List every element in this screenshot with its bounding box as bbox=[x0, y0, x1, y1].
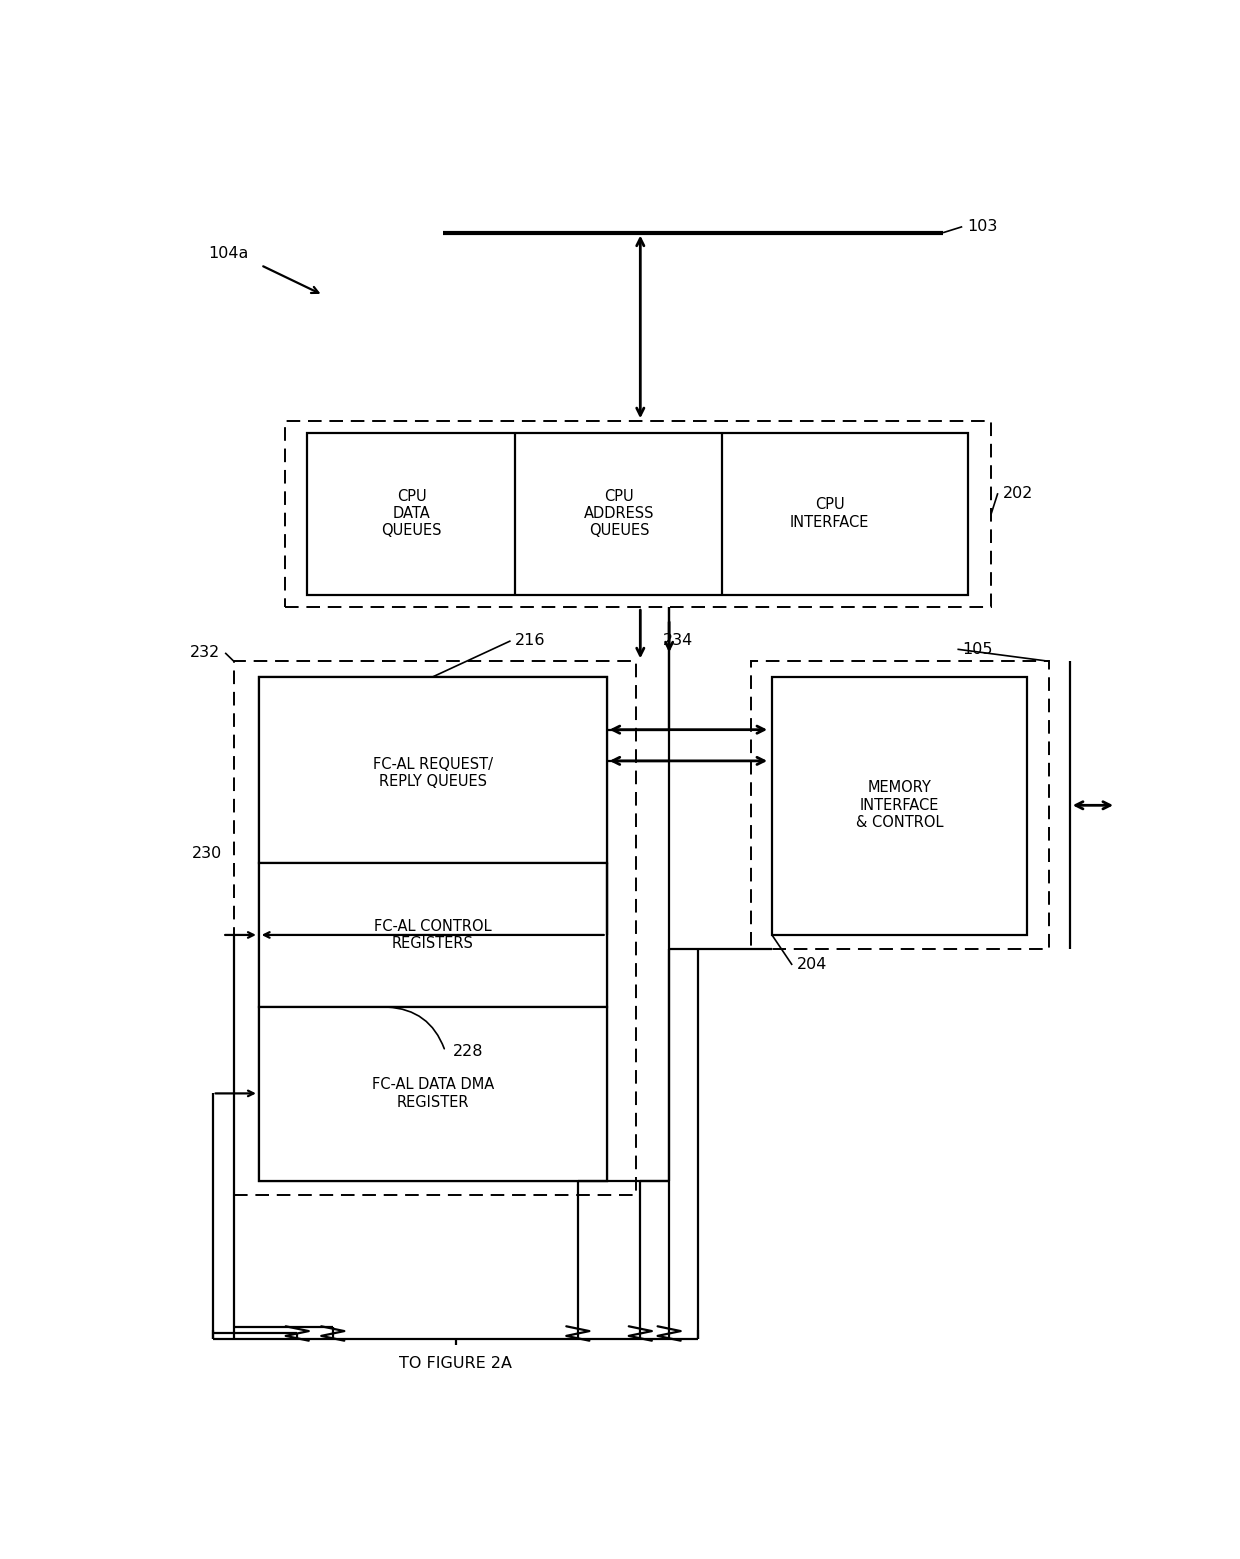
Text: CPU
ADDRESS
QUEUES: CPU ADDRESS QUEUES bbox=[584, 488, 655, 538]
Text: 232: 232 bbox=[190, 645, 221, 661]
Bar bbox=[259, 677, 606, 864]
Text: TO FIGURE 2A: TO FIGURE 2A bbox=[399, 1356, 512, 1370]
Text: 103: 103 bbox=[967, 220, 997, 234]
Bar bbox=[751, 661, 1049, 949]
Text: 202: 202 bbox=[1003, 486, 1033, 500]
Text: 216: 216 bbox=[516, 633, 546, 649]
Bar bbox=[234, 661, 635, 1196]
Bar bbox=[285, 421, 991, 606]
Text: CPU
DATA
QUEUES: CPU DATA QUEUES bbox=[382, 488, 441, 538]
Text: 204: 204 bbox=[797, 957, 827, 973]
Text: 230: 230 bbox=[192, 847, 222, 861]
Text: 104a: 104a bbox=[208, 246, 248, 260]
Text: CPU
INTERFACE: CPU INTERFACE bbox=[790, 497, 869, 530]
Text: FC-AL REQUEST/
REPLY QUEUES: FC-AL REQUEST/ REPLY QUEUES bbox=[373, 756, 492, 789]
Bar bbox=[773, 677, 1027, 935]
Text: 105: 105 bbox=[962, 642, 993, 656]
Bar bbox=[259, 864, 606, 1007]
Text: 228: 228 bbox=[453, 1045, 484, 1059]
Text: 234: 234 bbox=[662, 633, 693, 649]
Text: MEMORY
INTERFACE
& CONTROL: MEMORY INTERFACE & CONTROL bbox=[856, 781, 944, 831]
Bar bbox=[306, 433, 968, 596]
Text: FC-AL DATA DMA
REGISTER: FC-AL DATA DMA REGISTER bbox=[372, 1077, 494, 1110]
Bar bbox=[259, 677, 606, 1182]
Bar bbox=[259, 1007, 606, 1182]
Text: FC-AL CONTROL
REGISTERS: FC-AL CONTROL REGISTERS bbox=[374, 918, 491, 951]
